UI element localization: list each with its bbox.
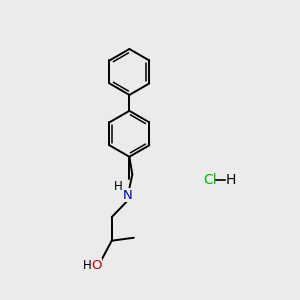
Text: H: H xyxy=(114,180,123,193)
Text: N: N xyxy=(123,188,133,202)
Text: O: O xyxy=(91,259,102,272)
Text: H: H xyxy=(83,259,92,272)
Text: Cl: Cl xyxy=(203,173,217,187)
Text: H: H xyxy=(226,173,236,187)
